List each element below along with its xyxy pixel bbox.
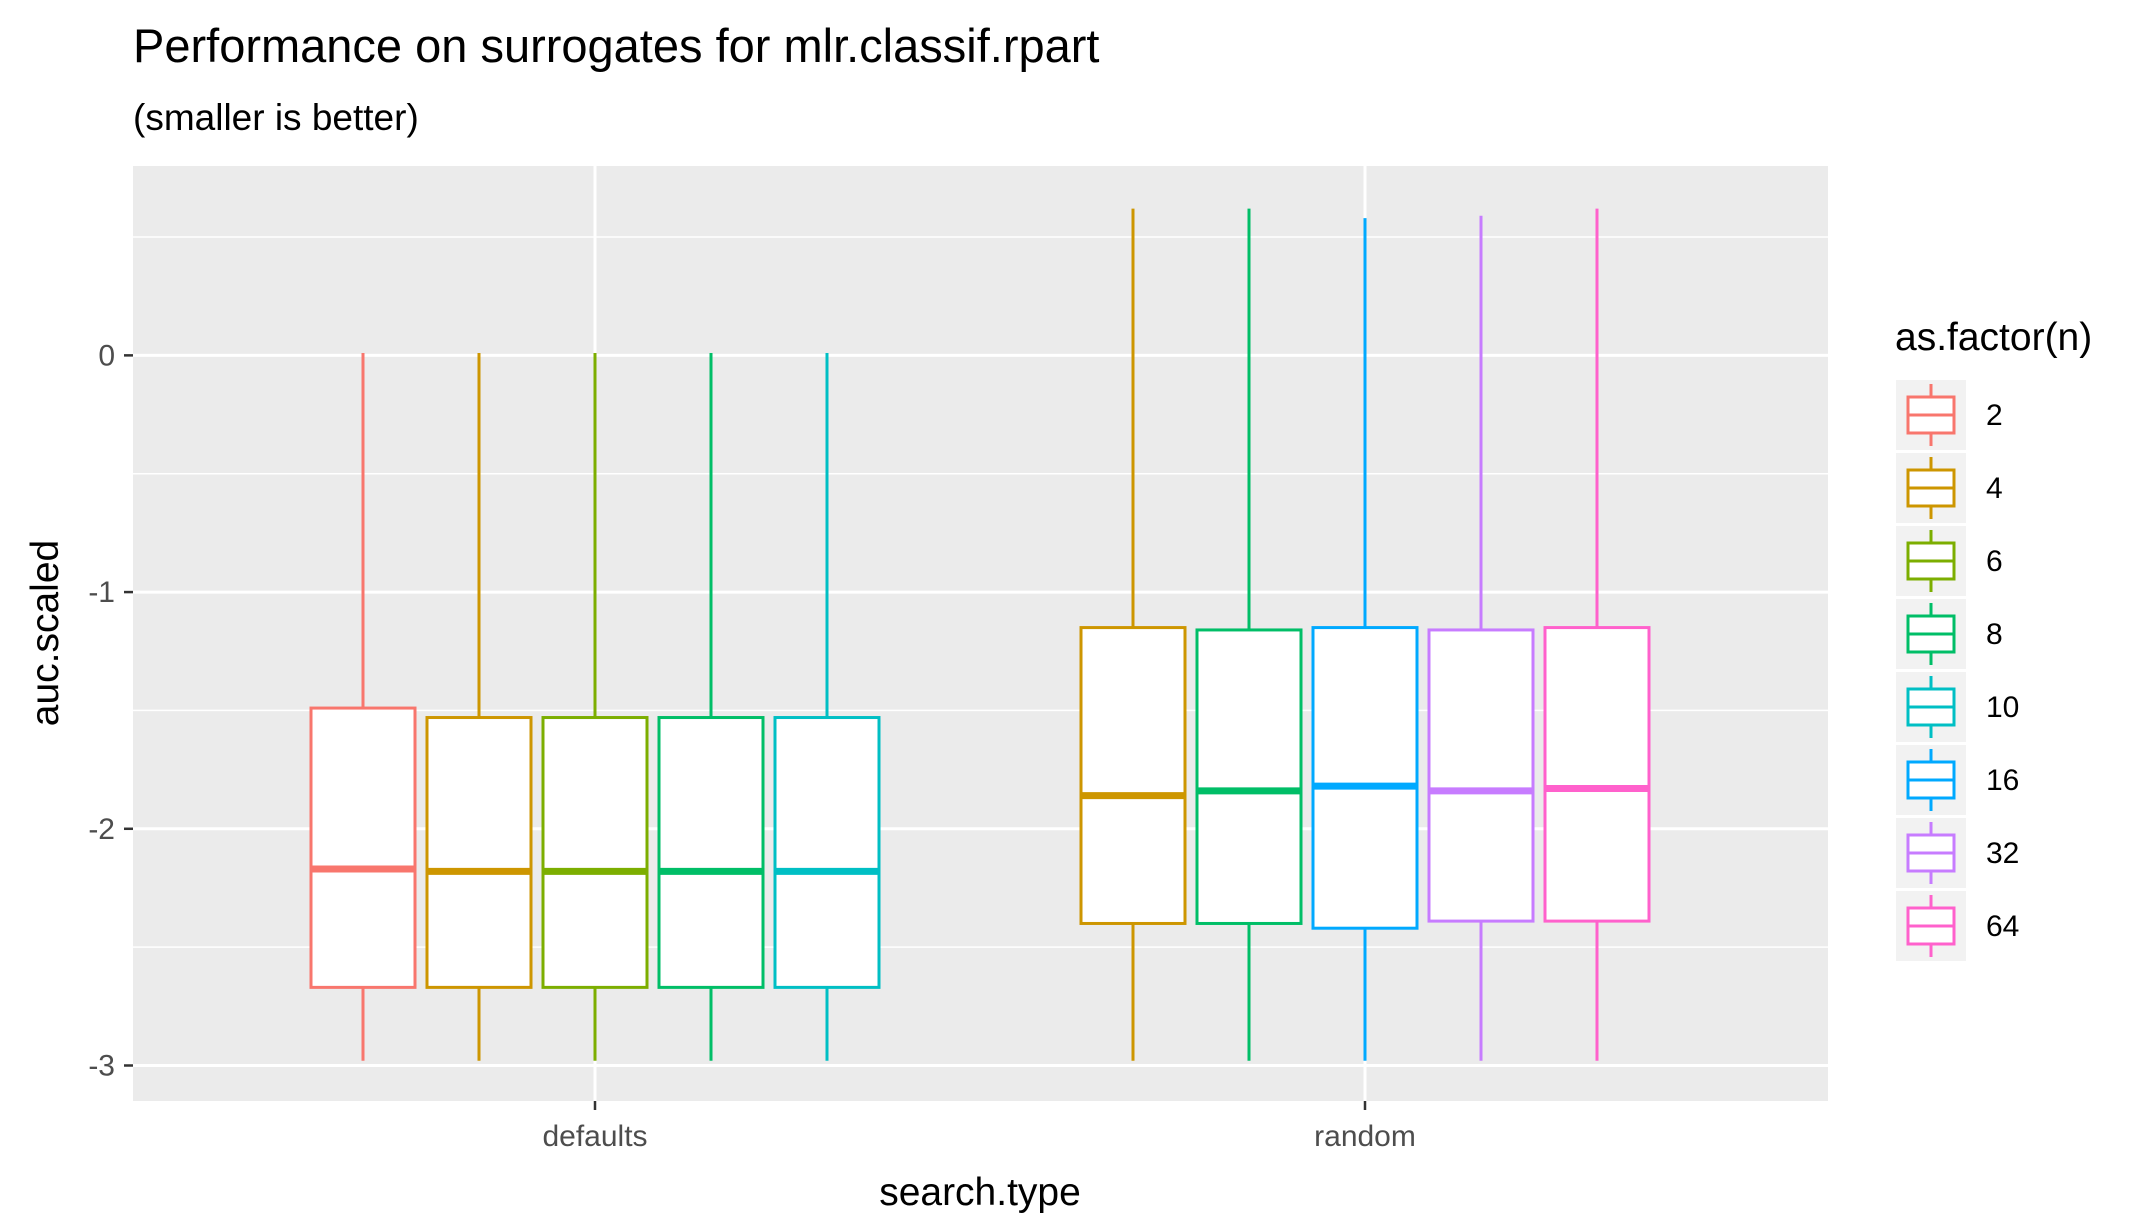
legend: 2 4 6 8 10 16 32 64 — [1896, 380, 2019, 961]
boxplot-defaults-n8 — [657, 353, 765, 1061]
legend-label: 4 — [1986, 472, 2003, 505]
legend-entry-32: 32 — [1896, 818, 2019, 888]
boxplot-defaults-n10 — [773, 353, 881, 1061]
chart-title: Performance on surrogates for mlr.classi… — [133, 19, 1099, 72]
boxplot-random-n64 — [1543, 208, 1651, 1061]
legend-entry-8: 8 — [1896, 599, 2003, 669]
legend-label: 8 — [1986, 618, 2003, 651]
legend-entry-6: 6 — [1896, 526, 2003, 596]
legend-label: 16 — [1986, 764, 2019, 797]
box-iqr — [425, 716, 533, 989]
y-tick-label: -1 — [88, 576, 115, 609]
chart-subtitle: (smaller is better) — [133, 97, 419, 138]
legend-label: 6 — [1986, 545, 2003, 578]
legend-label: 2 — [1986, 399, 2003, 432]
x-axis-title: search.type — [879, 1171, 1081, 1214]
boxplot-random-n16 — [1311, 218, 1419, 1061]
box-iqr — [1543, 626, 1651, 923]
boxplot-defaults-n4 — [425, 353, 533, 1061]
legend-entry-2: 2 — [1896, 380, 2003, 450]
box-iqr — [1195, 628, 1303, 925]
legend-entry-10: 10 — [1896, 672, 2019, 742]
box-iqr — [657, 716, 765, 989]
boxplot-random-n4 — [1079, 208, 1187, 1061]
y-axis-title: auc.scaled — [24, 540, 67, 726]
legend-label: 32 — [1986, 837, 2019, 870]
box-iqr — [773, 716, 881, 989]
y-tick-label: -3 — [88, 1049, 115, 1082]
boxplot-random-n32 — [1427, 215, 1535, 1061]
legend-label: 64 — [1986, 910, 2019, 943]
boxplot-defaults-n6 — [541, 353, 649, 1061]
y-tick-label: -2 — [88, 813, 115, 846]
boxplot-defaults-n2 — [309, 353, 417, 1061]
box-iqr — [1427, 628, 1535, 923]
box-layer — [309, 208, 1651, 1061]
legend-entry-64: 64 — [1896, 891, 2019, 961]
box-iqr — [1079, 626, 1187, 925]
legend-entry-16: 16 — [1896, 745, 2019, 815]
box-iqr — [1311, 626, 1419, 930]
boxplot-random-n8 — [1195, 208, 1303, 1061]
box-iqr — [541, 716, 649, 989]
y-tick-label: 0 — [98, 339, 115, 372]
legend-label: 10 — [1986, 691, 2019, 724]
x-tick-label-random: random — [1314, 1120, 1416, 1153]
x-tick-label-defaults: defaults — [542, 1120, 647, 1153]
axes: -3 -2 -1 0 defaults random — [88, 339, 1416, 1153]
box-iqr — [309, 706, 417, 989]
legend-title: as.factor(n) — [1895, 316, 2092, 359]
legend-entry-4: 4 — [1896, 453, 2003, 523]
